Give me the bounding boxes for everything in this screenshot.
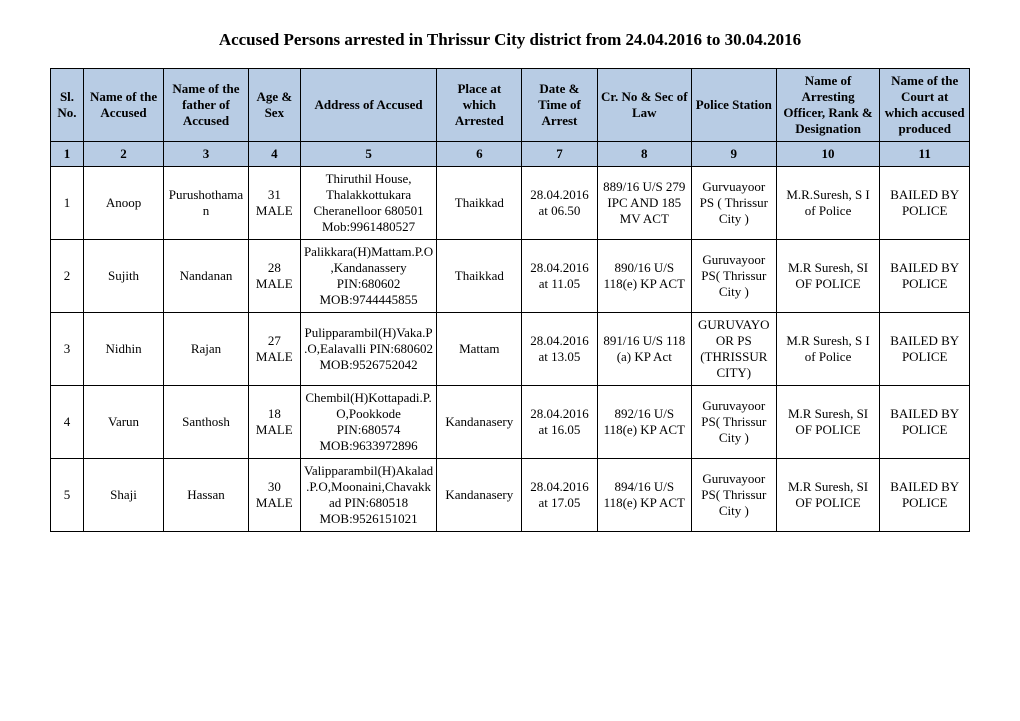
cell-father: Rajan	[164, 313, 249, 386]
table-row: 2 Sujith Nandanan 28 MALE Palikkara(H)Ma…	[51, 240, 970, 313]
cell-ps: Guruvayoor PS( Thrissur City )	[691, 240, 776, 313]
cell-age: 27 MALE	[248, 313, 300, 386]
cell-crno: 891/16 U/S 118 (a) KP Act	[597, 313, 691, 386]
th-father: Name of the father of Accused	[164, 69, 249, 142]
arrest-table: Sl. No. Name of the Accused Name of the …	[50, 68, 970, 532]
cell-name: Shaji	[83, 459, 163, 532]
table-header-row: Sl. No. Name of the Accused Name of the …	[51, 69, 970, 142]
th-ps: Police Station	[691, 69, 776, 142]
cell-name: Sujith	[83, 240, 163, 313]
cell-slno: 3	[51, 313, 84, 386]
cell-slno: 2	[51, 240, 84, 313]
colnum: 9	[691, 142, 776, 167]
cell-date: 28.04.2016 at 11.05	[522, 240, 597, 313]
colnum: 11	[880, 142, 970, 167]
cell-officer: M.R Suresh, SI OF POLICE	[776, 240, 880, 313]
cell-court: BAILED BY POLICE	[880, 240, 970, 313]
colnum: 4	[248, 142, 300, 167]
cell-officer: M.R.Suresh, S I of Police	[776, 167, 880, 240]
cell-address: Palikkara(H)Mattam.P.O,Kandanassery PIN:…	[300, 240, 437, 313]
cell-place: Mattam	[437, 313, 522, 386]
cell-name: Nidhin	[83, 313, 163, 386]
colnum: 5	[300, 142, 437, 167]
cell-date: 28.04.2016 at 13.05	[522, 313, 597, 386]
cell-date: 28.04.2016 at 16.05	[522, 386, 597, 459]
cell-ps: Gurvuayoor PS ( Thrissur City )	[691, 167, 776, 240]
th-address: Address of Accused	[300, 69, 437, 142]
colnum: 1	[51, 142, 84, 167]
cell-father: Hassan	[164, 459, 249, 532]
cell-crno: 890/16 U/S 118(e) KP ACT	[597, 240, 691, 313]
cell-age: 30 MALE	[248, 459, 300, 532]
cell-officer: M.R Suresh, SI OF POLICE	[776, 459, 880, 532]
colnum: 10	[776, 142, 880, 167]
cell-age: 28 MALE	[248, 240, 300, 313]
th-date: Date & Time of Arrest	[522, 69, 597, 142]
th-place: Place at which Arrested	[437, 69, 522, 142]
cell-slno: 5	[51, 459, 84, 532]
table-row: 5 Shaji Hassan 30 MALE Valipparambil(H)A…	[51, 459, 970, 532]
cell-father: Nandanan	[164, 240, 249, 313]
cell-slno: 4	[51, 386, 84, 459]
colnum: 3	[164, 142, 249, 167]
colnum: 8	[597, 142, 691, 167]
cell-father: Santhosh	[164, 386, 249, 459]
cell-place: Thaikkad	[437, 167, 522, 240]
table-row: 1 Anoop Purushothaman 31 MALE Thiruthil …	[51, 167, 970, 240]
colnum: 2	[83, 142, 163, 167]
cell-court: BAILED BY POLICE	[880, 459, 970, 532]
cell-crno: 892/16 U/S 118(e) KP ACT	[597, 386, 691, 459]
cell-court: BAILED BY POLICE	[880, 386, 970, 459]
table-colnum-row: 1 2 3 4 5 6 7 8 9 10 11	[51, 142, 970, 167]
cell-name: Anoop	[83, 167, 163, 240]
cell-age: 18 MALE	[248, 386, 300, 459]
cell-address: Valipparambil(H)Akalad.P.O,Moonaini,Chav…	[300, 459, 437, 532]
cell-name: Varun	[83, 386, 163, 459]
cell-crno: 894/16 U/S 118(e) KP ACT	[597, 459, 691, 532]
table-row: 4 Varun Santhosh 18 MALE Chembil(H)Kotta…	[51, 386, 970, 459]
th-crno: Cr. No & Sec of Law	[597, 69, 691, 142]
cell-place: Kandanasery	[437, 459, 522, 532]
cell-slno: 1	[51, 167, 84, 240]
cell-place: Kandanasery	[437, 386, 522, 459]
cell-court: BAILED BY POLICE	[880, 167, 970, 240]
th-slno: Sl. No.	[51, 69, 84, 142]
table-body: 1 Anoop Purushothaman 31 MALE Thiruthil …	[51, 167, 970, 532]
cell-crno: 889/16 U/S 279 IPC AND 185 MV ACT	[597, 167, 691, 240]
cell-date: 28.04.2016 at 17.05	[522, 459, 597, 532]
cell-ps: GURUVAYOOR PS (THRISSUR CITY)	[691, 313, 776, 386]
cell-address: Chembil(H)Kottapadi.P.O,Pookkode PIN:680…	[300, 386, 437, 459]
th-officer: Name of Arresting Officer, Rank & Design…	[776, 69, 880, 142]
th-age: Age & Sex	[248, 69, 300, 142]
cell-address: Thiruthil House, Thalakkottukara Cherane…	[300, 167, 437, 240]
page-title: Accused Persons arrested in Thrissur Cit…	[50, 30, 970, 50]
cell-officer: M.R Suresh, SI OF POLICE	[776, 386, 880, 459]
colnum: 7	[522, 142, 597, 167]
th-name: Name of the Accused	[83, 69, 163, 142]
cell-address: Pulipparambil(H)Vaka.P.O,Ealavalli PIN:6…	[300, 313, 437, 386]
cell-ps: Guruvayoor PS( Thrissur City )	[691, 459, 776, 532]
colnum: 6	[437, 142, 522, 167]
table-row: 3 Nidhin Rajan 27 MALE Pulipparambil(H)V…	[51, 313, 970, 386]
th-court: Name of the Court at which accused produ…	[880, 69, 970, 142]
cell-place: Thaikkad	[437, 240, 522, 313]
cell-father: Purushothaman	[164, 167, 249, 240]
cell-officer: M.R Suresh, S I of Police	[776, 313, 880, 386]
cell-court: BAILED BY POLICE	[880, 313, 970, 386]
cell-ps: Guruvayoor PS( Thrissur City )	[691, 386, 776, 459]
cell-date: 28.04.2016 at 06.50	[522, 167, 597, 240]
cell-age: 31 MALE	[248, 167, 300, 240]
